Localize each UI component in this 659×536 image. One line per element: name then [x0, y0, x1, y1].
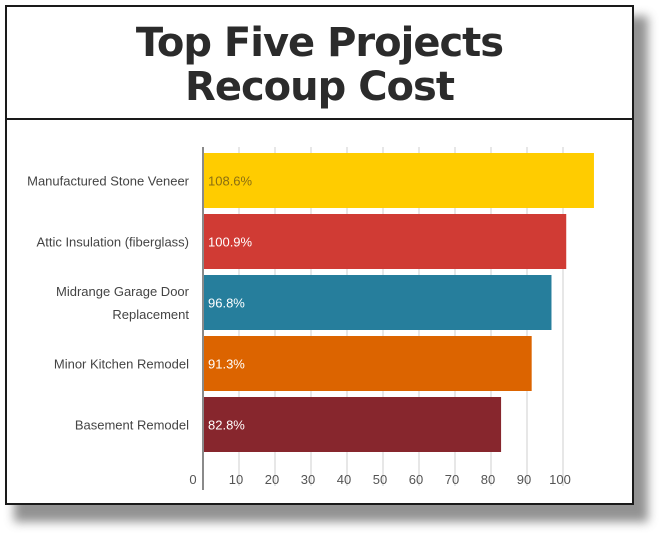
bar-3 [203, 336, 532, 391]
bar-value-label-2: 96.8% [208, 296, 245, 311]
bar-0 [203, 153, 594, 208]
bar-value-label-1: 100.9% [208, 235, 253, 250]
category-label-1-0: Attic Insulation (fiberglass) [37, 235, 189, 250]
bar-value-label-3: 91.3% [208, 357, 245, 372]
category-label-2-1: Replacement [112, 307, 189, 322]
bar-4 [203, 397, 502, 452]
x-tick-label-30: 30 [301, 472, 315, 487]
bar-value-label-4: 82.8% [208, 418, 245, 433]
bar-1 [203, 214, 567, 269]
x-tick-label-60: 60 [409, 472, 423, 487]
title-divider [7, 118, 632, 120]
chart-title-line-1: Top Five Projects [135, 20, 504, 66]
category-label-4-0: Basement Remodel [75, 418, 189, 433]
x-tick-label-40: 40 [337, 472, 351, 487]
chart-title-line-2: Recoup Cost [185, 64, 455, 110]
bar-2 [203, 275, 552, 330]
x-tick-label-80: 80 [481, 472, 495, 487]
x-tick-label-70: 70 [445, 472, 459, 487]
x-tick-label-0: 0 [189, 472, 196, 487]
category-label-2-0: Midrange Garage Door [56, 284, 190, 299]
x-tick-label-90: 90 [517, 472, 531, 487]
bar-value-label-0: 108.6% [208, 174, 253, 189]
chart-title: Top Five Projects Recoup Cost [7, 21, 632, 109]
category-label-0-0: Manufactured Stone Veneer [27, 174, 190, 189]
category-label-3-0: Minor Kitchen Remodel [54, 357, 189, 372]
x-tick-label-100: 100 [549, 472, 571, 487]
x-tick-label-50: 50 [373, 472, 387, 487]
x-tick-label-10: 10 [229, 472, 243, 487]
x-tick-label-20: 20 [265, 472, 279, 487]
